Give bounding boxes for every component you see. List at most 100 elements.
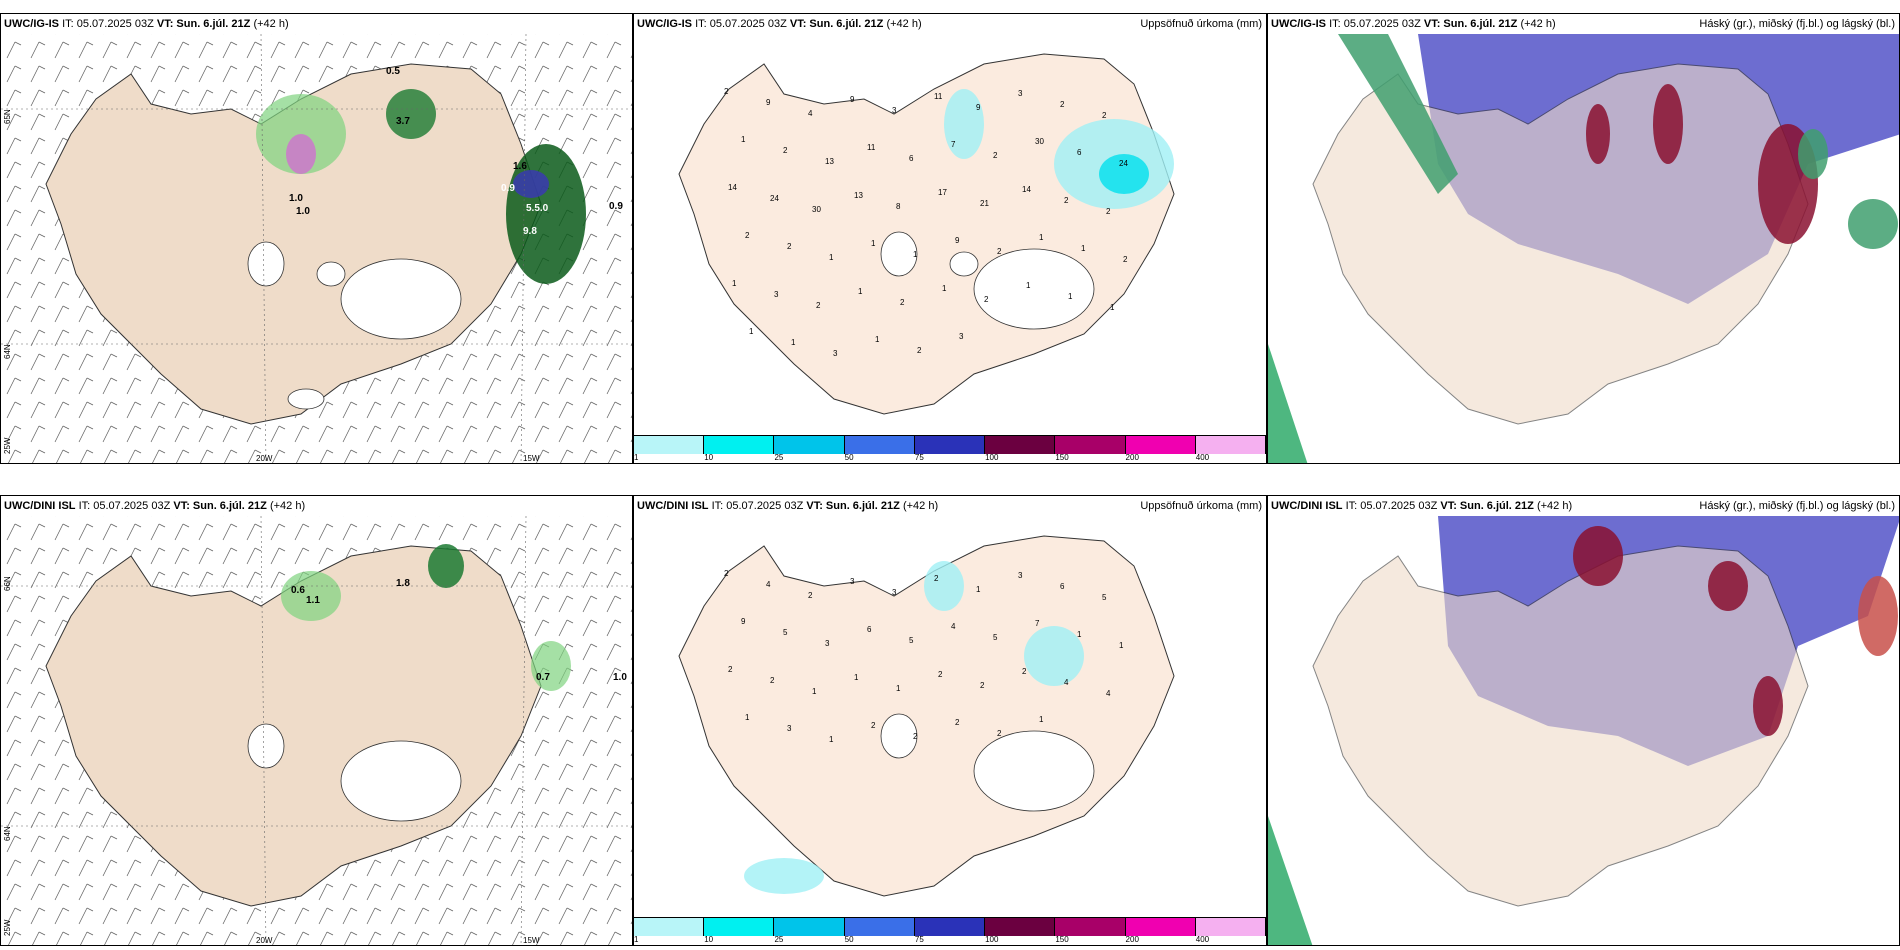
precip-label: 0.9 [609, 201, 623, 212]
colorbar-label: 100 [985, 935, 999, 944]
accum-value: 5 [993, 633, 998, 642]
mid-cloud-green [1848, 199, 1898, 249]
accum-value: 2 [1123, 255, 1128, 264]
accum-value: 7 [1035, 619, 1040, 628]
iceland-land [1312, 545, 1809, 907]
accum-value: 2 [808, 591, 813, 600]
colorbar-swatch [1125, 918, 1196, 936]
accum-value: 6 [867, 625, 872, 634]
precip-label: 0.7 [536, 672, 550, 683]
lead-time: (+42 h) [1520, 18, 1556, 30]
precip-label: 1.6 [513, 161, 527, 172]
glacier-langjokull [247, 241, 285, 287]
wind-precip-panel-row2: UWC/DINI ISL IT: 05.07.2025 03Z VT: Sun.… [0, 495, 633, 946]
colorbar-label: 50 [844, 453, 854, 462]
accum-value: 11 [867, 143, 876, 152]
accum-precip-map[interactable]: 2 4 2 3 3 2 1 3 6 5 9 5 3 6 5 4 5 7 1 1 2 2 1 1 1 2 2 2 4 4 1 3 1 2 2 2 2 1 [634, 496, 1267, 919]
accum-value: 2 [1060, 100, 1065, 109]
accum-value: 3 [833, 349, 838, 358]
accum-value: 1 [913, 250, 918, 259]
cloud-map[interactable] [1268, 496, 1900, 946]
precip-label: 1.0 [613, 672, 627, 683]
precip-label: 0.5 [386, 66, 400, 77]
accum-value: 3 [892, 588, 897, 597]
accum-value: 9 [976, 103, 981, 112]
accum-value: 1 [875, 335, 880, 344]
precip-label: 5.8 [599, 254, 613, 265]
accum-value: 2 [745, 231, 750, 240]
accum-value: 2 [724, 87, 729, 96]
lat-label: 25W [3, 437, 12, 454]
precip-label: 3.7 [396, 116, 410, 127]
glacier [880, 231, 918, 277]
accum-value: 4 [1064, 678, 1069, 687]
glacier [949, 251, 979, 277]
panel-header: UWC/DINI ISL IT: 05.07.2025 03Z VT: Sun.… [1, 496, 632, 516]
panel-header: UWC/DINI ISL IT: 05.07.2025 03Z VT: Sun.… [634, 496, 1266, 516]
colorbar-swatch [634, 436, 705, 454]
precip-green [281, 571, 341, 621]
precip-north-dark [386, 89, 436, 139]
accum-value: 2 [816, 301, 821, 310]
valid-time: VT: Sun. 6.júl. 21Z [156, 18, 251, 30]
accum-value: 2 [917, 346, 922, 355]
accum-value: 1 [749, 327, 754, 336]
panel-header: UWC/IG-IS IT: 05.07.2025 03Z VT: Sun. 6.… [634, 14, 1266, 34]
accum-value: 17 [938, 188, 947, 197]
model-name: UWC/DINI ISL [637, 500, 709, 512]
lon-label: 15W [523, 454, 540, 463]
precip-label: 1.0 [296, 206, 310, 217]
accum-value: 2 [728, 665, 733, 674]
accum-value: 3 [1018, 89, 1023, 98]
accum-value: 2 [955, 718, 960, 727]
accum-value: 4 [808, 109, 813, 118]
precip-cyan-north [944, 89, 984, 159]
wind-precip-panel-row1: UWC/IG-IS IT: 05.07.2025 03Z VT: Sun. 6.… [0, 13, 633, 464]
wind-map[interactable]: 0.6 1.1 1.8 0.7 1.0 [1, 496, 633, 946]
lon-label: 20W [256, 936, 273, 945]
mid-cloud-green [1798, 129, 1828, 179]
valid-time: VT: Sun. 6.júl. 21Z [173, 500, 267, 512]
lon-label: 15W [523, 936, 540, 945]
accum-precip-map[interactable]: 2949311932212131167230624142430138172114… [634, 14, 1267, 437]
cloud-map[interactable] [1268, 14, 1900, 464]
accum-value: 2 [993, 151, 998, 160]
accum-value: 4 [951, 622, 956, 631]
accum-value: 7 [951, 140, 956, 149]
accum-value: 2 [724, 569, 729, 578]
colorbar-label: 200 [1125, 453, 1139, 462]
colorbar: 1 10 25 50 75 100 150 200 400 [634, 435, 1266, 463]
accum-value: 2 [984, 295, 989, 304]
colorbar-swatch [1055, 918, 1126, 936]
accum-value: 1 [854, 673, 859, 682]
colorbar-swatch [844, 436, 915, 454]
accum-value: 9 [955, 236, 960, 245]
init-time: IT: 05.07.2025 03Z [695, 18, 787, 30]
colorbar-swatch [774, 436, 845, 454]
accum-value: 2 [913, 732, 918, 741]
glacier-myrdalsjokull [287, 388, 325, 410]
accum-value: 4 [766, 580, 771, 589]
precip-cyan-core [1099, 154, 1149, 194]
accum-value: 2 [1064, 196, 1069, 205]
wind-map[interactable]: 0.5 3.7 1.6 0.9 5.5.0 9.8 0.9 5.8 1.0 1.… [1, 14, 633, 464]
accum-value: 2 [980, 681, 985, 690]
accum-value: 24 [770, 194, 779, 203]
colorbar-swatch [985, 436, 1056, 454]
accum-value: 1 [732, 279, 737, 288]
init-time: IT: 05.07.2025 03Z [711, 500, 804, 512]
precip-label: 1.8 [396, 578, 410, 589]
low-cloud-red [1573, 526, 1623, 586]
glacier [247, 723, 285, 769]
low-cloud-red [1708, 561, 1748, 611]
precip-blue-east [513, 170, 549, 198]
accum-precip-panel-row2: UWC/DINI ISL IT: 05.07.2025 03Z VT: Sun.… [633, 495, 1267, 946]
accum-value: 1 [1110, 303, 1115, 312]
accum-value: 2 [783, 146, 788, 155]
cloud-panel-row1: UWC/IG-IS IT: 05.07.2025 03Z VT: Sun. 6.… [1267, 13, 1900, 464]
accum-value: 2 [934, 574, 939, 583]
accum-value: 3 [787, 724, 792, 733]
accum-value: 2 [997, 247, 1002, 256]
precip-label: 1.0 [289, 193, 303, 204]
colorbar-swatch [914, 436, 986, 454]
